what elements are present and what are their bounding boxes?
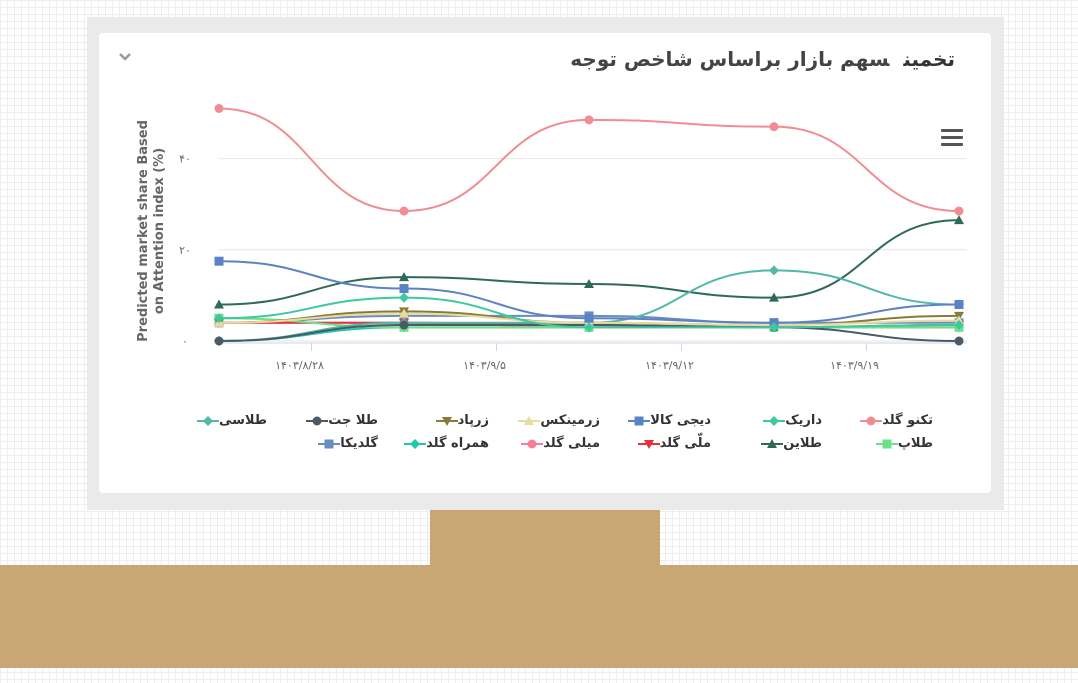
data-point	[399, 292, 409, 303]
data-point	[954, 315, 964, 325]
y-tick-label: ۰	[182, 335, 188, 348]
x-tick-label: ۱۴۰۳/۹/۱۲	[645, 359, 694, 372]
chevron-down-icon[interactable]	[119, 51, 131, 63]
legend-label: طلاپ	[897, 436, 933, 451]
legend-symbol-icon	[306, 416, 329, 425]
data-point	[769, 122, 779, 132]
x-tick-label: ۱۴۰۳/۸/۲۸	[275, 359, 324, 372]
card-title: تخمین سهم بازار براساس شاخص توجه	[570, 47, 955, 71]
data-point	[954, 300, 964, 310]
legend-item[interactable]: زرپاد	[378, 413, 489, 428]
legend-symbol-icon	[196, 415, 219, 426]
legend-label: همراه گلد	[426, 436, 489, 451]
data-point	[399, 272, 409, 282]
legend-item[interactable]: طلا جت	[267, 413, 378, 428]
legend-row: طلاپ طلاین ملّی گلد میلی گلد همراه گلد گلدیکا	[153, 436, 933, 451]
legend-label: ملّی گلد	[659, 436, 711, 451]
legend-label: طلا جت	[328, 413, 378, 428]
decorative-pattern-ornament	[430, 510, 660, 668]
series-line	[218, 219, 960, 306]
title-accent: تخمین	[903, 47, 955, 71]
legend-item[interactable]: میلی گلد	[489, 436, 600, 451]
legend-item[interactable]: همراه گلد	[378, 436, 489, 451]
legend-symbol-icon	[521, 439, 544, 448]
data-point	[584, 279, 594, 288]
series-line	[218, 107, 960, 213]
data-point	[584, 115, 594, 125]
y-axis-label-line: on Attention index (%)	[152, 148, 167, 314]
x-tick-label: ۱۴۰۳/۹/۵	[463, 359, 506, 372]
legend-label: میلی گلد	[543, 436, 600, 451]
legend-label: گلدیکا	[340, 436, 378, 451]
legend-item[interactable]: دیجی کالا	[600, 413, 711, 428]
legend-item[interactable]: طلاین	[711, 436, 822, 451]
chart-card: تخمین سهم بازار براساس شاخص توجه ۰ ۲۰ ۴۰ ۱۴۰…	[99, 33, 991, 493]
legend-symbol-icon	[628, 416, 651, 425]
y-tick-label: ۲۰	[179, 244, 191, 257]
data-point	[214, 313, 224, 324]
legend-label: زرمینکس	[540, 413, 600, 428]
legend-symbol-icon	[860, 416, 883, 425]
legend-item[interactable]: داریک	[711, 413, 822, 428]
legend-label: داریک	[785, 413, 822, 428]
data-point	[954, 320, 964, 331]
data-point	[399, 206, 409, 216]
data-point	[399, 308, 409, 318]
data-point	[954, 206, 964, 216]
legend-symbol-icon	[318, 439, 341, 448]
x-tick-label: ۱۴۰۳/۹/۱۹	[830, 359, 879, 372]
data-point	[584, 322, 594, 333]
legend-symbol-icon	[404, 438, 427, 449]
legend-symbol-icon	[518, 415, 541, 425]
data-point	[214, 336, 224, 346]
legend-symbol-icon	[435, 416, 458, 426]
legend-label: زرپاد	[457, 413, 489, 428]
legend-item[interactable]: زرمینکس	[489, 413, 600, 428]
data-point	[399, 320, 409, 330]
legend-row: تکنو گلد داریک دیجی کالا زرمینکس زرپاد طلا جت…	[153, 413, 933, 428]
data-point	[399, 284, 409, 294]
chart-legend: تکنو گلد داریک دیجی کالا زرمینکس زرپاد طلا جت…	[153, 413, 933, 459]
widget-frame: تخمین سهم بازار براساس شاخص توجه ۰ ۲۰ ۴۰ ۱۴۰…	[87, 17, 1004, 510]
legend-symbol-icon	[637, 439, 660, 449]
data-point	[954, 215, 964, 225]
legend-label: دیجی کالا	[650, 413, 711, 428]
legend-item[interactable]: طلاپ	[822, 436, 933, 451]
data-point	[954, 336, 964, 346]
y-axis-label: Predicted market share Basedon Attention…	[136, 120, 167, 342]
legend-symbol-icon	[761, 438, 784, 448]
data-point	[214, 103, 224, 113]
hamburger-menu-icon[interactable]	[941, 129, 963, 147]
title-main: سهم بازار براساس شاخص توجه	[570, 47, 890, 71]
legend-symbol-icon	[763, 415, 786, 426]
data-point	[769, 322, 779, 333]
legend-item[interactable]: طلاسی	[156, 413, 267, 428]
legend-label: طلاین	[783, 436, 822, 451]
legend-item[interactable]: تکنو گلد	[822, 413, 933, 428]
legend-item[interactable]: گلدیکا	[267, 436, 378, 451]
y-axis-label-line: Predicted market share Based	[136, 120, 151, 342]
line-chart: ۰ ۲۰ ۴۰ ۱۴۰۳/۸/۲۸ ۱۴۰۳/۹/۵ ۱۴۰۳/۹/۱۲ ۱۴۰۳/۹/۱۹…	[136, 103, 967, 372]
legend-symbol-icon	[875, 439, 898, 448]
y-tick-label: ۴۰	[179, 153, 191, 166]
data-point	[769, 292, 779, 302]
legend-label: طلاسی	[218, 413, 267, 428]
legend-item[interactable]: ملّی گلد	[600, 436, 711, 451]
legend-label: تکنو گلد	[882, 413, 933, 428]
data-point	[214, 299, 224, 309]
data-point	[769, 265, 779, 276]
data-point	[214, 256, 224, 266]
data-point	[584, 313, 594, 323]
